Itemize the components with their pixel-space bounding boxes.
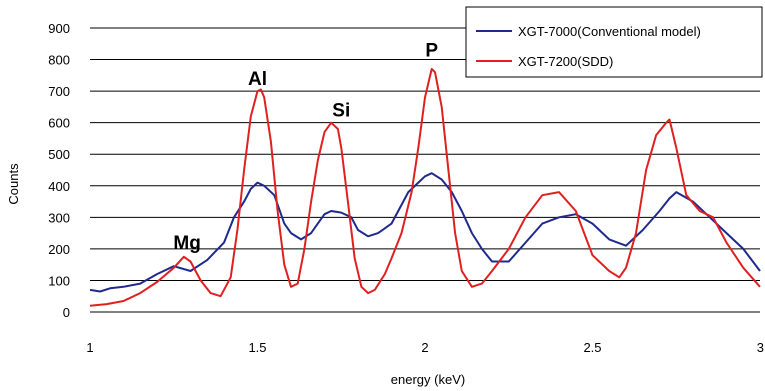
annotation-si: Si bbox=[332, 100, 350, 121]
y-tick-label: 400 bbox=[48, 179, 70, 194]
series-line-0 bbox=[89, 172, 761, 293]
legend-label-sdd: XGT-7200(SDD) bbox=[518, 54, 613, 69]
y-tick-labels: 0 100 200 300 400 500 600 700 800 900 bbox=[48, 21, 70, 320]
series-line-1 bbox=[89, 68, 761, 307]
x-tick-label: 1.5 bbox=[248, 340, 266, 355]
x-tick-label: 1 bbox=[86, 340, 93, 355]
y-tick-label: 700 bbox=[48, 84, 70, 99]
legend-box bbox=[465, 6, 763, 78]
annotation-al: Al bbox=[248, 69, 267, 90]
y-tick-label: 100 bbox=[48, 273, 70, 288]
y-tick-label: 900 bbox=[48, 21, 70, 36]
element-annotations: Mg Al Si P bbox=[173, 40, 438, 253]
annotation-p: P bbox=[425, 40, 438, 61]
y-tick-label: 800 bbox=[48, 53, 70, 68]
y-tick-label: 600 bbox=[48, 116, 70, 131]
x-tick-label: 2.5 bbox=[583, 340, 601, 355]
y-axis-label: Counts bbox=[6, 163, 21, 205]
x-tick-label: 2 bbox=[421, 340, 428, 355]
grid-lines bbox=[90, 27, 760, 281]
legend: XGT-7000(Conventional model) XGT-7200(SD… bbox=[465, 6, 763, 78]
legend-label-conventional: XGT-7000(Conventional model) bbox=[518, 24, 701, 39]
y-tick-label: 200 bbox=[48, 242, 70, 257]
y-tick-label: 500 bbox=[48, 147, 70, 162]
annotation-mg: Mg bbox=[173, 233, 200, 254]
y-tick-label: 300 bbox=[48, 210, 70, 225]
x-tick-labels: 1 1.5 2 2.5 3 bbox=[86, 340, 764, 355]
series-lines bbox=[89, 68, 761, 307]
x-axis-label: energy (keV) bbox=[391, 372, 465, 387]
x-tick-label: 3 bbox=[757, 340, 764, 355]
y-tick-label: 0 bbox=[63, 305, 70, 320]
